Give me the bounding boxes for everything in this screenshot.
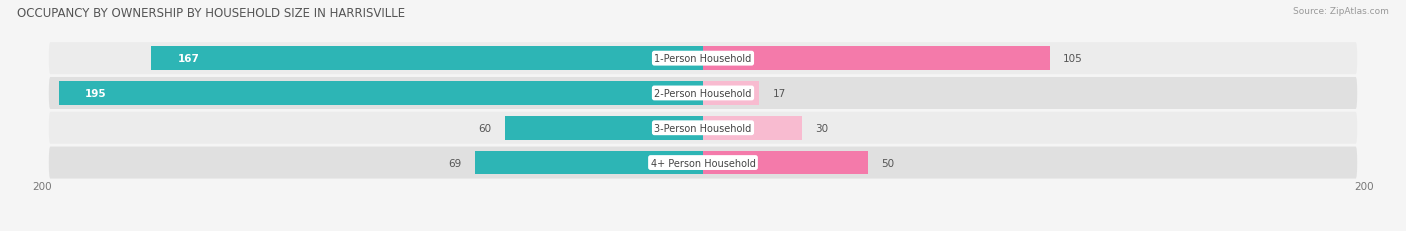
Text: 3-Person Household: 3-Person Household [654, 123, 752, 133]
Text: 2-Person Household: 2-Person Household [654, 88, 752, 99]
FancyBboxPatch shape [49, 78, 1357, 109]
Text: 17: 17 [772, 88, 786, 99]
Bar [59, 82, 703, 105]
Text: Source: ZipAtlas.com: Source: ZipAtlas.com [1294, 7, 1389, 16]
Bar [703, 151, 868, 175]
Bar [475, 151, 703, 175]
Text: 1-Person Household: 1-Person Household [654, 54, 752, 64]
Text: OCCUPANCY BY OWNERSHIP BY HOUSEHOLD SIZE IN HARRISVILLE: OCCUPANCY BY OWNERSHIP BY HOUSEHOLD SIZE… [17, 7, 405, 20]
FancyBboxPatch shape [49, 43, 1357, 75]
Text: 60: 60 [478, 123, 492, 133]
Text: 4+ Person Household: 4+ Person Household [651, 158, 755, 168]
Text: 69: 69 [449, 158, 461, 168]
Bar [703, 82, 759, 105]
Text: 105: 105 [1063, 54, 1083, 64]
Text: 167: 167 [177, 54, 200, 64]
FancyBboxPatch shape [49, 147, 1357, 179]
Bar [505, 116, 703, 140]
Bar [152, 47, 703, 71]
FancyBboxPatch shape [49, 112, 1357, 144]
Bar [703, 47, 1050, 71]
Text: 50: 50 [882, 158, 894, 168]
Text: 195: 195 [86, 88, 107, 99]
Bar [703, 116, 801, 140]
Text: 30: 30 [815, 123, 828, 133]
